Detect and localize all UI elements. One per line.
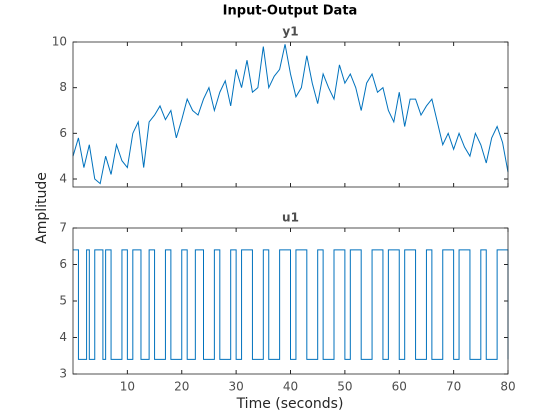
axes-box [72,227,509,375]
x-tick-label: 80 [500,380,515,394]
x-tick-label: 50 [337,380,352,394]
y-tick-label: 4 [59,172,67,186]
y-tick-label: 8 [59,80,67,94]
y-tick-label: 6 [59,257,67,271]
y-tick-label: 4 [59,330,67,344]
x-tick-label: 10 [120,380,135,394]
y-tick-label: 10 [52,35,67,49]
x-tick-label: 70 [446,380,461,394]
figure-title: Input-Output Data [223,4,358,19]
x-tick-label: 20 [174,380,189,394]
x-tick-label: 60 [392,380,407,394]
x-axis-label: Time (seconds) [236,396,344,412]
x-tick-label: 40 [283,380,298,394]
data-line [72,44,509,185]
y-tick-label: 6 [59,126,67,140]
subplot-title: u1 [282,211,299,225]
x-tick-label: 30 [228,380,243,394]
y-axis-label: Amplitude [34,172,50,244]
data-line [73,249,509,360]
axes-box [72,41,509,188]
subplot-title: y1 [282,25,298,39]
y-tick-label: 5 [59,294,67,308]
y-tick-label: 7 [59,221,67,235]
y-tick-label: 3 [59,367,67,381]
